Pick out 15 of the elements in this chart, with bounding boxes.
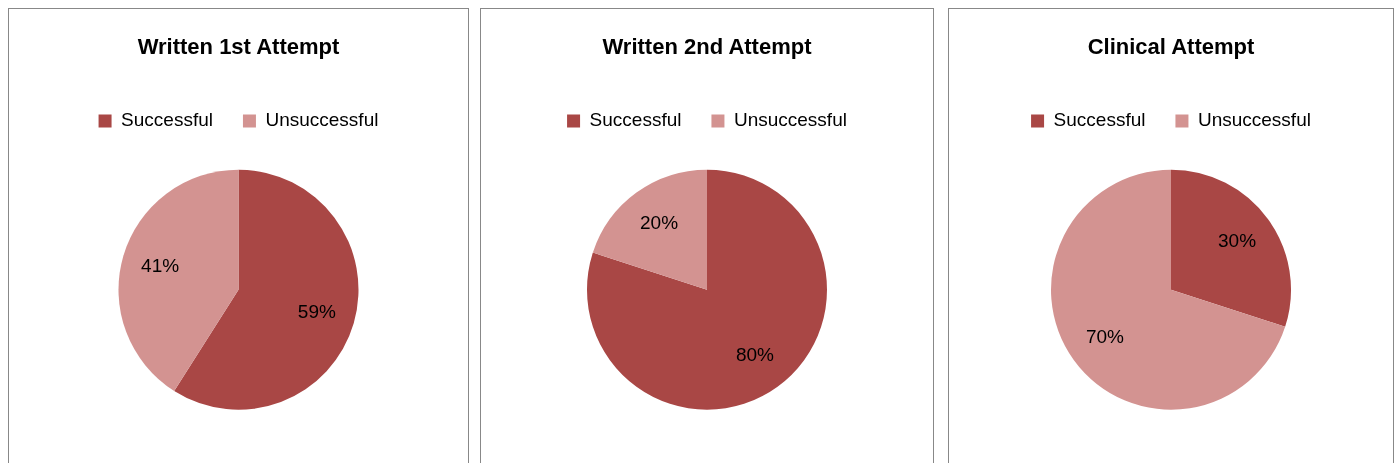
data-label: 20% — [640, 211, 679, 233]
legend-label: Successful — [1053, 109, 1146, 131]
data-label: 70% — [1085, 325, 1125, 347]
chart-title: Clinical Attempt — [1087, 34, 1255, 60]
legend-label: Unsuccessful — [1197, 109, 1311, 131]
legend-label: Successful — [121, 109, 213, 131]
data-label: 59% — [297, 300, 336, 322]
chart-title: Written 2nd Attempt — [602, 34, 813, 60]
legend-label: Unsuccessful — [265, 109, 379, 131]
data-label: 30% — [1218, 229, 1257, 251]
data-label: 41% — [141, 255, 180, 277]
legend-label: Unsuccessful — [733, 109, 847, 131]
data-label: 80% — [735, 343, 775, 365]
legend-label: Successful — [589, 109, 682, 131]
chart-title: Written 1st Attempt — [137, 34, 340, 60]
